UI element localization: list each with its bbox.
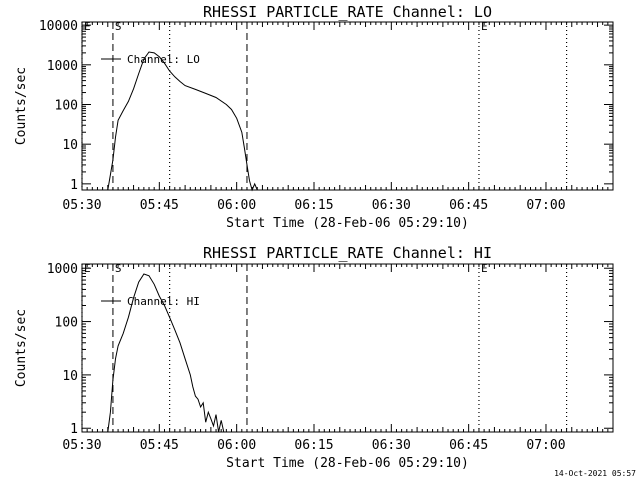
event-marker-label: E bbox=[481, 262, 488, 275]
y-tick-label: 1000 bbox=[47, 59, 78, 74]
x-tick-label: 05:30 bbox=[62, 198, 101, 213]
event-marker-label: E bbox=[481, 20, 488, 33]
x-tick-label: 07:00 bbox=[526, 438, 565, 453]
x-tick-label: 06:00 bbox=[217, 198, 256, 213]
legend-entry: Channel: LO bbox=[127, 53, 200, 66]
y-tick-label: 100 bbox=[55, 98, 78, 113]
y-tick-label: 1000 bbox=[47, 262, 78, 277]
chart-title: RHESSI PARTICLE_RATE Channel: HI bbox=[203, 244, 492, 262]
series-line bbox=[107, 273, 225, 433]
event-marker-label: S bbox=[115, 262, 122, 275]
x-tick-label: 06:30 bbox=[372, 198, 411, 213]
x-axis-label: Start Time (28-Feb-06 05:29:10) bbox=[226, 216, 469, 231]
footer-timestamp: 14-Oct-2021 05:57 bbox=[554, 469, 636, 478]
plot-frame bbox=[81, 263, 614, 433]
series-line bbox=[107, 51, 258, 192]
event-marker-label: S bbox=[115, 20, 122, 33]
x-tick-label: 06:30 bbox=[372, 438, 411, 453]
legend-entry: Channel: HI bbox=[127, 295, 200, 308]
x-tick-label: 06:15 bbox=[294, 198, 333, 213]
y-axis-label: Counts/sec bbox=[14, 309, 29, 387]
y-tick-label: 10 bbox=[62, 369, 78, 384]
chart-panel-2: RHESSI PARTICLE_RATE Channel: HI Counts/s… bbox=[14, 244, 614, 471]
x-tick-label: 06:15 bbox=[294, 438, 333, 453]
chart-panel-1: RHESSI PARTICLE_RATE Channel: LO Counts/s… bbox=[14, 3, 614, 231]
x-tick-label: 05:45 bbox=[140, 198, 179, 213]
x-tick-label: 05:30 bbox=[62, 438, 101, 453]
plot-frame bbox=[81, 21, 614, 191]
y-axis-label: Counts/sec bbox=[14, 67, 29, 145]
event-marker-label: E bbox=[84, 262, 91, 275]
x-tick-label: 06:45 bbox=[449, 438, 488, 453]
chart-title: RHESSI PARTICLE_RATE Channel: LO bbox=[203, 3, 492, 21]
x-tick-label: 07:00 bbox=[526, 198, 565, 213]
x-tick-label: 05:45 bbox=[140, 438, 179, 453]
y-tick-label: 1 bbox=[70, 178, 78, 193]
x-axis-label: Start Time (28-Feb-06 05:29:10) bbox=[226, 456, 469, 471]
event-marker-label: E bbox=[84, 20, 91, 33]
x-tick-label: 06:45 bbox=[449, 198, 488, 213]
y-tick-label: 10 bbox=[62, 138, 78, 153]
y-tick-label: 100 bbox=[55, 316, 78, 331]
x-tick-label: 06:00 bbox=[217, 438, 256, 453]
y-tick-label: 10000 bbox=[39, 19, 78, 34]
y-tick-label: 1 bbox=[70, 422, 78, 437]
